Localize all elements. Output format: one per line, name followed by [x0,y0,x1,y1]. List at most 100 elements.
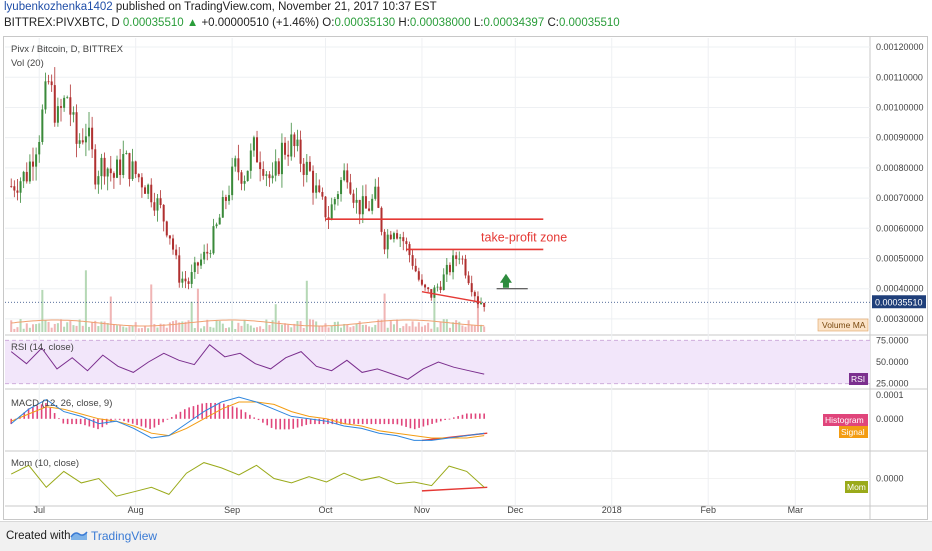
candle [184,271,187,289]
candle-body [355,199,358,203]
price-tick-label: 0.00070000 [876,193,924,203]
price-tick-label: 0.00040000 [876,284,924,294]
volume-bar [212,327,215,332]
candle [41,104,44,145]
candle [399,233,402,248]
main-pane-title: Pivx / Bitcoin, D, BITTREX [11,44,124,55]
macd-line [10,396,485,441]
candle-body [72,112,75,115]
chart-canvas[interactable]: take-profit zone 0.001200000.001100000.0… [0,0,932,521]
candle [112,171,115,189]
candle-body [284,142,287,155]
volume-bar [41,289,44,332]
candle [218,213,221,225]
macd-histogram-bar [127,418,130,423]
created-with-text: Created with [6,530,71,542]
candle [28,154,31,184]
candle [299,130,302,173]
candle-body [346,170,349,183]
candle [131,148,134,182]
candle [162,204,165,232]
author-link[interactable]: lyubenkozhenka1402 [4,1,113,13]
candle-body [336,194,339,200]
volume-bar [364,324,367,332]
candle-body [259,162,262,170]
candle-body [153,202,156,211]
candle-body [293,134,296,147]
candle [38,135,41,163]
volume-bar [168,322,171,332]
grid-lines [5,37,928,519]
candle-body [81,140,84,143]
volume-bar [119,325,122,332]
macd-histogram-bar [405,418,407,427]
volume-bar [483,326,486,332]
macd-histogram-bar [144,418,147,428]
candle-body [150,184,153,203]
tradingview-logo-icon[interactable] [70,528,88,547]
macd-histogram-bar [314,418,316,425]
candle [302,158,305,187]
candle-body [193,262,196,273]
volume-bar [50,327,53,332]
candle-body [159,198,162,205]
rsi-tick-label: 50.0000 [876,357,909,367]
volume-bar [22,328,25,332]
candle [274,149,277,182]
candle-body [84,136,87,143]
candle [343,163,346,182]
candle-body [455,255,458,260]
macd-histogram-bar [296,418,299,428]
candle [346,163,349,189]
volume-bar [63,326,66,332]
candle-body [411,255,414,266]
candle [140,173,143,198]
candle-body [389,234,392,240]
volume-bar [324,323,327,332]
candle [35,147,38,181]
candle [103,152,106,185]
macd-histogram-bar [452,417,455,419]
volume-bar [287,324,290,332]
candle-body [13,186,16,191]
candle [94,144,97,190]
candle-body [175,249,178,256]
candle-body [287,154,290,157]
candle-body [35,154,38,167]
candle-body [274,161,277,176]
mom-divergence-line [421,486,488,492]
candle [240,169,243,191]
candle [128,152,131,187]
candle-body [224,197,227,201]
macd-histogram-bar [418,418,420,428]
price-tick-label: 0.00120000 [876,42,924,52]
volume-bar [256,327,259,332]
candle [318,179,321,194]
candle [19,177,22,203]
candle-body [377,186,380,208]
volume-bar [383,293,386,332]
volume-bar [371,327,374,332]
candle-body [53,85,56,123]
candle-body [371,198,374,211]
histogram-badge [823,414,868,426]
rsi-tick-label: 25.0000 [876,379,909,389]
volume-bar [10,320,13,332]
macd-histogram-bar [131,418,134,424]
macd-histogram-bar [136,418,138,426]
candle [330,197,333,221]
candle-body [44,81,47,110]
macd-histogram-bar [305,418,308,425]
candle [66,95,69,99]
candle-body [215,224,218,227]
candle [75,104,78,158]
candle [178,247,181,288]
macd-histogram-bar [474,413,477,419]
volume-bar [196,288,199,332]
volume-bar [315,321,318,332]
candle [72,106,75,123]
macd-histogram-bar [466,413,468,419]
tradingview-link[interactable]: TradingView [91,529,158,543]
candle-body [252,137,255,151]
candle-body [22,171,25,182]
